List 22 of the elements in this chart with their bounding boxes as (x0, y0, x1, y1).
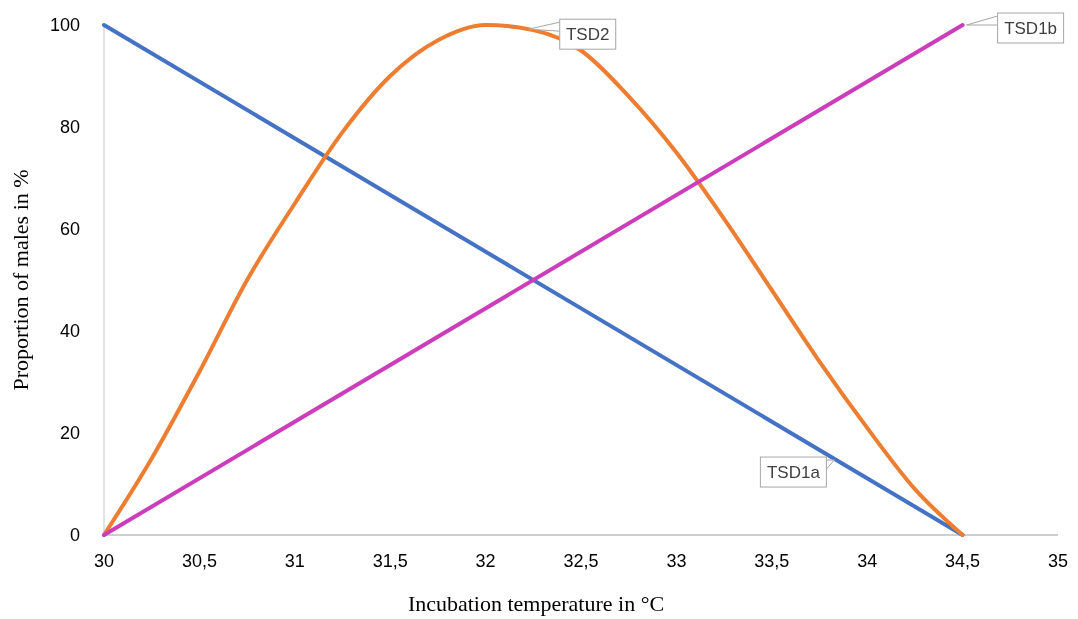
series-label: TSD2 (565, 25, 610, 45)
x-tick-label: 34 (857, 551, 878, 571)
series-label: TSD1a (766, 463, 821, 483)
y-tick-label: 80 (59, 117, 80, 137)
y-tick-label: 60 (59, 219, 80, 239)
x-tick-label: 32 (475, 551, 496, 571)
y-axis-title: Proportion of males in % (8, 169, 33, 391)
x-tick-label: 34,5 (945, 551, 981, 571)
text: TSD1b (1004, 19, 1058, 38)
y-tick-label: 0 (69, 525, 80, 545)
x-tick-label: 32,5 (563, 551, 599, 571)
x-tick-label: 33 (666, 551, 687, 571)
x-tick-label: 30,5 (181, 551, 217, 571)
y-tick-label: 40 (59, 321, 80, 341)
x-axis-title: Incubation temperature in °C (407, 591, 665, 616)
x-tick-label: 33,5 (754, 551, 790, 571)
x-tick-label: 31,5 (372, 551, 408, 571)
x-tick-label: 35 (1047, 551, 1069, 571)
y-tick-label: 20 (59, 423, 80, 443)
x-tick-label: 30 (93, 551, 115, 571)
y-tick-label: 100 (49, 15, 80, 35)
x-tick-label: 31 (284, 551, 305, 571)
